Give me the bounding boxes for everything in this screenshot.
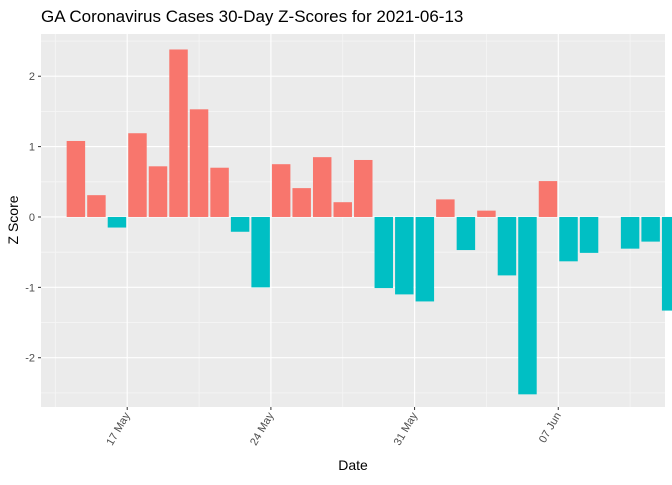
bar-positive	[312, 157, 332, 217]
y-tick-label: 2	[29, 71, 35, 83]
y-tick-label: -2	[25, 353, 35, 365]
x-tick-label: 24 May	[248, 410, 277, 448]
bar-negative	[641, 216, 660, 242]
x-tick-label: 17 May	[104, 410, 133, 448]
x-axis-title: Date	[338, 457, 368, 473]
bar-negative	[661, 216, 672, 311]
bar-positive	[66, 140, 86, 217]
bar-negative	[230, 216, 250, 232]
bar-positive	[210, 167, 229, 217]
bar-positive	[128, 133, 147, 217]
bar-positive	[538, 181, 558, 217]
y-axis: -2 -1 0 1 2	[25, 71, 41, 365]
bar-positive	[477, 210, 496, 217]
bar-positive	[436, 199, 455, 217]
bar-negative	[518, 216, 537, 395]
bar-positive	[148, 166, 168, 217]
bar-positive	[354, 159, 373, 217]
x-tick-label: 31 May	[392, 410, 421, 448]
bar-positive	[292, 188, 311, 217]
bar-negative	[251, 216, 270, 288]
bar-negative	[107, 216, 127, 228]
bar-negative	[395, 216, 414, 295]
y-axis-title: Z Score	[5, 195, 21, 244]
bars	[66, 49, 672, 395]
bar-negative	[497, 216, 517, 276]
y-tick-label: -1	[25, 282, 35, 294]
y-tick-label: 0	[29, 212, 35, 224]
bar-negative	[620, 216, 640, 249]
bar-negative	[456, 216, 476, 251]
bar-positive	[87, 195, 106, 217]
bar-negative	[415, 216, 435, 302]
bar-positive	[271, 164, 291, 217]
bar-negative	[579, 216, 599, 253]
y-tick-label: 1	[29, 142, 35, 154]
chart-title: GA Coronavirus Cases 30-Day Z-Scores for…	[41, 7, 463, 26]
bar-positive	[189, 109, 209, 217]
x-tick-label: 07 Jun	[537, 411, 564, 446]
bar-positive	[333, 202, 352, 217]
bar-negative	[374, 216, 394, 289]
bar-negative	[559, 216, 578, 262]
bar-positive	[169, 49, 188, 217]
